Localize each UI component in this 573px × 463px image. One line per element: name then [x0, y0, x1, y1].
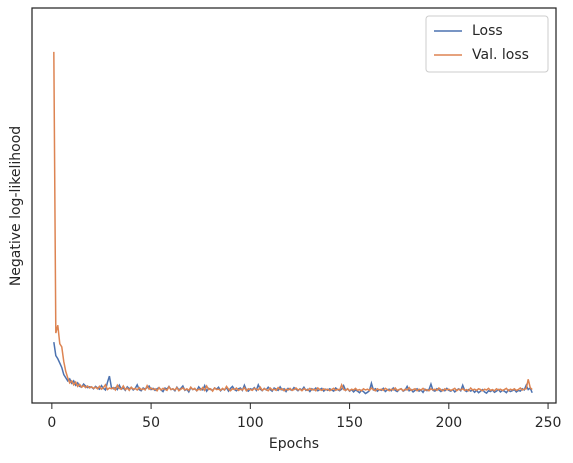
line-series	[53, 51, 533, 393]
legend-box	[425, 15, 549, 73]
x-tick-label: 150	[336, 415, 363, 431]
x-axis-label: Epochs	[269, 436, 319, 452]
line-series	[53, 342, 533, 395]
y-axis-label: Negative log-likelihood	[8, 126, 24, 286]
x-tick-label: 250	[535, 415, 562, 431]
legend-label: Val. loss	[472, 47, 529, 63]
x-tick-label: 200	[435, 415, 462, 431]
x-tick-label: 50	[142, 415, 160, 431]
legend-label: Loss	[472, 23, 503, 39]
plot-frame	[31, 7, 557, 404]
x-tick-label: 0	[47, 415, 56, 431]
x-tick-label: 100	[237, 415, 264, 431]
